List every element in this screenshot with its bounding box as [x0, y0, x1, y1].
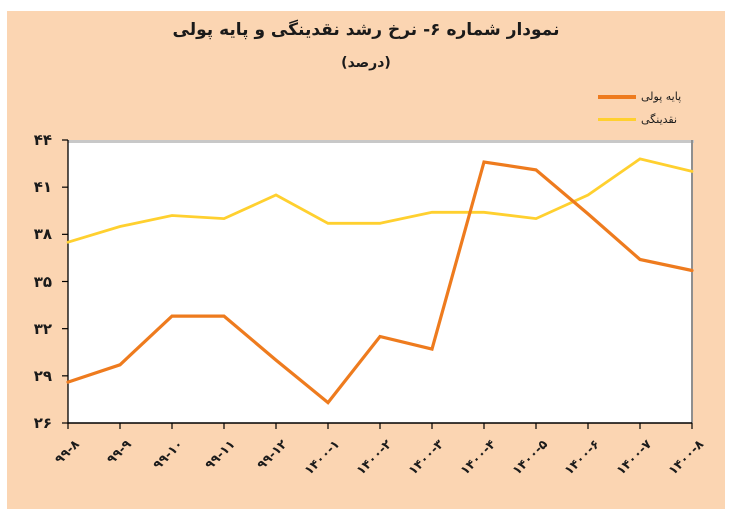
- x-tick-label: ۱۴۰۰-۴: [456, 436, 498, 478]
- x-tick-label: ۱۴۰۰-۷: [612, 436, 654, 478]
- y-tick-label: ۳۸: [33, 225, 52, 244]
- x-tick-label: ۱۴۰۰-۱: [300, 436, 342, 478]
- x-tick-label: ۱۴۰۰-۳: [404, 436, 446, 478]
- x-tick-label: ۱۴۰۰-۸: [664, 436, 706, 478]
- x-tick-label: ۱۴۰۰-۶: [560, 436, 602, 478]
- monetary-base-line: [66, 160, 694, 405]
- y-tick-label: ۴۴: [33, 131, 52, 149]
- y-tick-label: ۲۶: [33, 414, 52, 432]
- y-tick-label: ۲۹: [33, 366, 52, 385]
- x-tick-label: ۹۹-۱۰: [150, 436, 186, 473]
- legend: پایه پولی نقدینگی: [598, 85, 681, 131]
- y-tick-label: ۳۲: [33, 319, 52, 338]
- chart-panel: نمودار شماره ۶- نرخ رشد نقدینگی و پایه پ…: [7, 11, 725, 509]
- liquidity-line: [66, 157, 694, 244]
- x-tick-label: ۱۴۰۰-۲: [352, 436, 394, 478]
- legend-item-liquidity: نقدینگی: [598, 108, 681, 131]
- x-tick-label: ۹۹-۱۱: [202, 436, 238, 473]
- x-tick-label: ۹۹-۸: [51, 436, 82, 467]
- legend-item-monetary-base: پایه پولی: [598, 85, 681, 108]
- y-tick-label: ۳۵: [33, 272, 52, 291]
- chart-title: نمودار شماره ۶- نرخ رشد نقدینگی و پایه پ…: [172, 20, 560, 40]
- legend-label-liquidity: نقدینگی: [641, 113, 678, 126]
- legend-label-monetary-base: پایه پولی: [641, 90, 682, 103]
- x-tick-label: ۹۹-۱۲: [254, 436, 290, 473]
- x-tick-label: ۹۹-۹: [103, 436, 134, 467]
- chart-subtitle-unit: (درصد): [341, 55, 391, 71]
- monetary-base-line-swatch: [598, 94, 636, 99]
- y-tick-label: ۴۱: [33, 178, 52, 197]
- liquidity-line-swatch: [598, 118, 636, 121]
- plot-area: [62, 139, 694, 429]
- x-tick-label: ۱۴۰۰-۵: [508, 436, 550, 478]
- plot-background: [68, 140, 692, 423]
